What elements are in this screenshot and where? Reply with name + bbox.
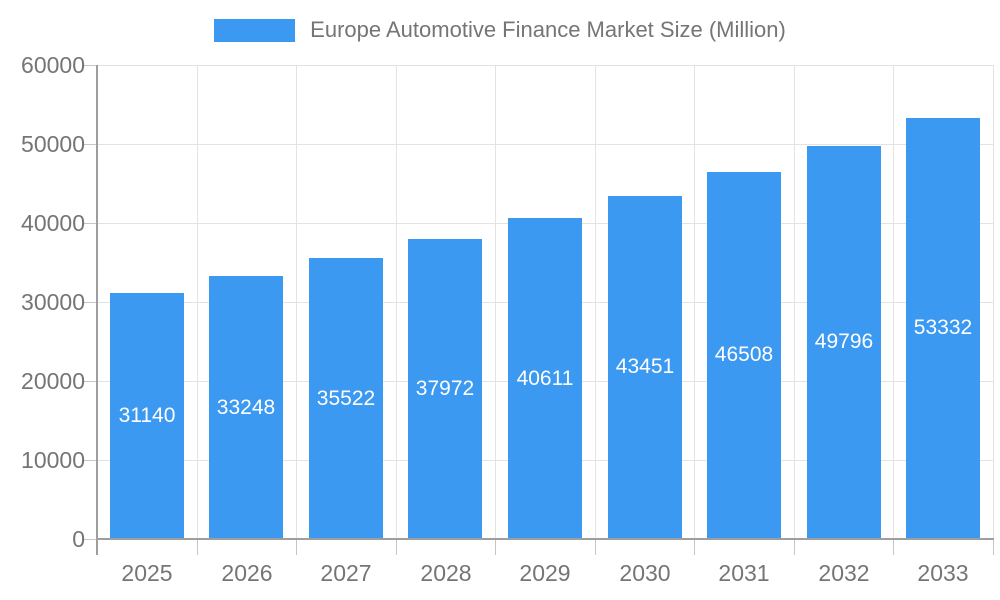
y-axis-tick: [82, 381, 97, 382]
x-axis-tick: [396, 539, 397, 555]
bar-value-label: 35522: [316, 387, 376, 410]
y-axis-line: [96, 65, 98, 555]
y-axis-tick: [82, 65, 97, 66]
bar-value-label: 33248: [216, 396, 276, 419]
gridline-vertical: [396, 65, 397, 539]
legend-swatch-icon: [214, 18, 296, 42]
y-axis-label: 10000: [21, 447, 85, 473]
x-axis-label: 2031: [718, 560, 770, 586]
x-axis-tick: [197, 539, 198, 555]
y-axis-label: 0: [72, 526, 85, 552]
bar: [608, 196, 682, 538]
x-axis-label: 2033: [917, 560, 969, 586]
gridline-horizontal: [97, 144, 993, 145]
bar: [707, 172, 781, 538]
bar-value-label: 46508: [714, 343, 774, 366]
y-axis-tick: [82, 302, 97, 303]
x-axis-label: 2030: [619, 560, 671, 586]
bar: [508, 218, 582, 538]
x-axis-label: 2026: [221, 560, 273, 586]
gridline-horizontal: [97, 65, 993, 66]
x-axis-tick: [296, 539, 297, 555]
x-axis-label: 2028: [420, 560, 472, 586]
y-axis-label: 50000: [21, 131, 85, 157]
legend[interactable]: Europe Automotive Finance Market Size (M…: [0, 17, 1000, 43]
bar: [309, 258, 383, 538]
x-axis-label: 2027: [320, 560, 372, 586]
legend-label: Europe Automotive Finance Market Size (M…: [310, 17, 786, 42]
bar: [209, 276, 283, 538]
bar-value-label: 43451: [615, 355, 675, 378]
x-axis-label: 2029: [519, 560, 571, 586]
y-axis-tick: [82, 223, 97, 224]
gridline-vertical: [993, 65, 994, 539]
x-axis-line: [96, 538, 994, 540]
y-axis-tick: [82, 144, 97, 145]
gridline-vertical: [595, 65, 596, 539]
x-axis-label: 2025: [121, 560, 173, 586]
bar-value-label: 53332: [913, 316, 973, 339]
bar-value-label: 37972: [415, 377, 475, 400]
bar: [906, 118, 980, 538]
gridline-vertical: [296, 65, 297, 539]
y-axis-label: 30000: [21, 289, 85, 315]
bar-value-label: 49796: [814, 330, 874, 353]
x-axis-tick: [495, 539, 496, 555]
y-axis-label: 60000: [21, 52, 85, 78]
x-axis-label: 2032: [818, 560, 870, 586]
bar: [807, 146, 881, 538]
bar: [110, 293, 184, 538]
gridline-vertical: [694, 65, 695, 539]
y-axis-tick: [82, 460, 97, 461]
x-axis-tick: [694, 539, 695, 555]
x-axis-tick: [993, 539, 994, 555]
x-axis-tick: [893, 539, 894, 555]
x-axis-tick: [794, 539, 795, 555]
gridline-vertical: [197, 65, 198, 539]
gridline-vertical: [893, 65, 894, 539]
y-axis-label: 40000: [21, 210, 85, 236]
gridline-vertical: [495, 65, 496, 539]
y-axis-label: 20000: [21, 368, 85, 394]
bar-value-label: 40611: [516, 367, 574, 390]
bar-value-label: 31140: [118, 404, 176, 427]
y-axis-tick: [82, 539, 97, 540]
x-axis-tick: [595, 539, 596, 555]
bar: [408, 239, 482, 538]
gridline-vertical: [794, 65, 795, 539]
